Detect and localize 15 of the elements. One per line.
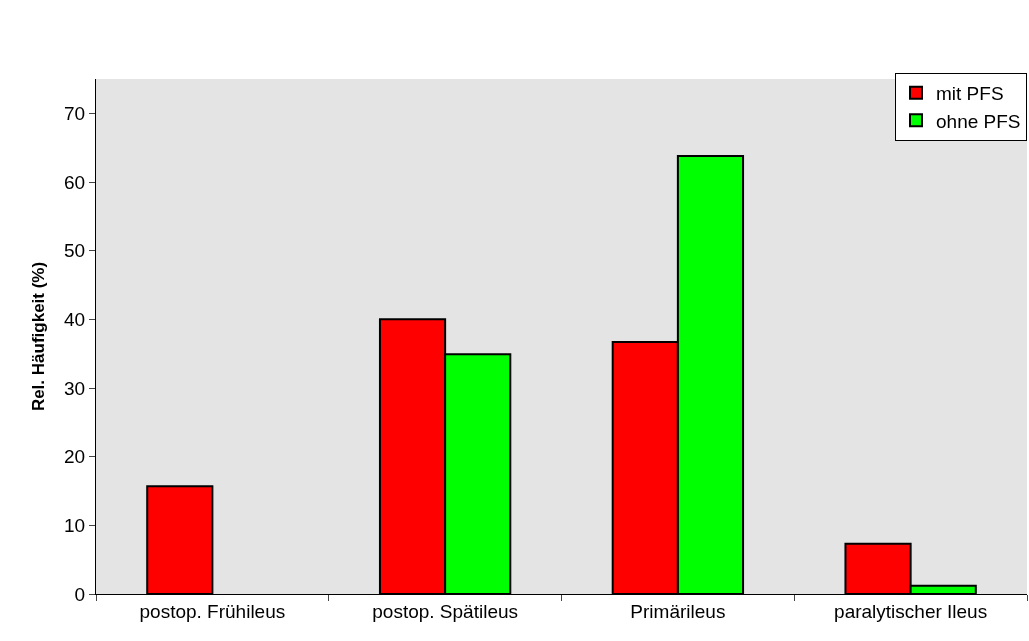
x-tick-label: postop. Frühileus	[139, 600, 286, 622]
y-tick-label: 0	[74, 583, 86, 605]
legend-label: mit PFS	[936, 83, 1004, 105]
x-tick-label: Primärileus	[630, 600, 726, 622]
x-tick-label: paralytischer Ileus	[834, 600, 988, 622]
y-tick-label: 50	[64, 240, 86, 262]
y-tick-label: 70	[64, 102, 86, 124]
y-tick-label: 10	[64, 514, 86, 536]
y-axis-title: Rel. Häufigkeit (%)	[28, 261, 48, 412]
y-tick-label: 60	[64, 171, 86, 193]
legend-label: ohne PFS	[936, 110, 1021, 132]
x-tick-label: postop. Spätileus	[372, 600, 519, 622]
y-tick-label: 30	[64, 377, 86, 399]
y-tick-label: 40	[64, 308, 86, 330]
y-tick-label: 20	[64, 446, 86, 468]
